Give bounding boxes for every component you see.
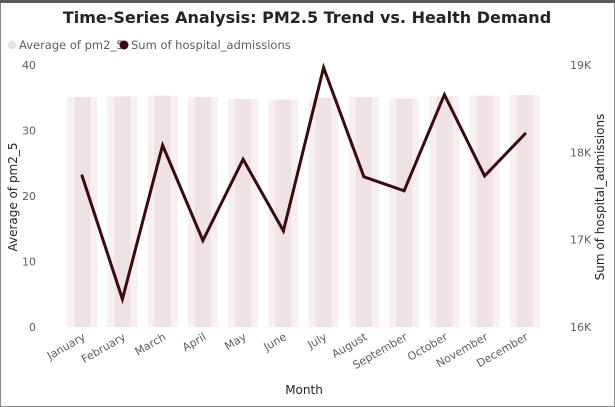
y-right-tick-label: 17K: [570, 234, 592, 247]
bar-core: [194, 97, 211, 327]
x-tick-label: May: [222, 330, 249, 353]
bar[interactable]: [308, 97, 339, 327]
line-series-admissions[interactable]: [80, 62, 527, 305]
bar[interactable]: [268, 99, 299, 327]
x-axis-title: Month: [285, 383, 323, 397]
x-tick-label: February: [79, 330, 128, 366]
legend-label-admissions: Sum of hospital_admissions: [131, 38, 291, 52]
legend-label-pm25: Average of pm2_5: [19, 38, 124, 52]
admissions-line[interactable]: [80, 62, 527, 305]
card-top-border: [0, 0, 615, 3]
line-point[interactable]: [322, 66, 326, 70]
line-point[interactable]: [241, 157, 245, 161]
y-right-tick-label: 18K: [570, 146, 592, 159]
line-point[interactable]: [483, 174, 487, 178]
bar-core: [396, 98, 413, 327]
line-point[interactable]: [442, 93, 446, 97]
bar-core: [275, 99, 292, 327]
bar[interactable]: [389, 98, 420, 327]
y-left-tick-label: 0: [29, 321, 36, 334]
line-point[interactable]: [80, 174, 84, 178]
bar-core: [315, 97, 332, 327]
bar[interactable]: [509, 95, 540, 327]
right-axis-ticks: 16K 17K 18K 19K: [570, 59, 592, 334]
y-left-tick-label: 40: [22, 59, 36, 72]
y-left-tick-label: 20: [22, 190, 36, 203]
legend-marker-pm25: [7, 40, 17, 50]
line-point[interactable]: [362, 175, 366, 179]
bar[interactable]: [429, 96, 460, 327]
bar[interactable]: [147, 95, 178, 327]
y-right-axis-title: Sum of hospital_admissions: [593, 114, 607, 281]
bar-series-pm25[interactable]: [67, 95, 540, 327]
legend-marker-admissions: [119, 40, 129, 50]
bar-core: [355, 97, 372, 327]
left-axis-ticks: 0 10 20 30 40: [22, 59, 36, 334]
bar-core: [74, 97, 91, 327]
line-point[interactable]: [402, 189, 406, 193]
line-point[interactable]: [523, 132, 527, 136]
bar-core: [436, 96, 453, 327]
x-tick-label: June: [261, 330, 289, 354]
bar[interactable]: [107, 96, 138, 327]
y-right-tick-label: 19K: [570, 59, 592, 72]
legend[interactable]: Average of pm2_5 Sum of hospital_admissi…: [7, 38, 291, 52]
bar[interactable]: [469, 95, 500, 327]
x-tick-label: March: [133, 330, 169, 358]
bar-core: [114, 96, 131, 327]
line-point[interactable]: [161, 143, 165, 147]
line-point[interactable]: [120, 297, 124, 301]
bar-core: [235, 99, 252, 327]
bar[interactable]: [348, 97, 379, 327]
chart-title: Time-Series Analysis: PM2.5 Trend vs. He…: [63, 8, 551, 27]
bar-core: [476, 95, 493, 327]
y-left-tick-label: 30: [22, 125, 36, 138]
bar[interactable]: [228, 99, 259, 327]
x-tick-label: July: [305, 330, 330, 352]
line-point[interactable]: [281, 229, 285, 233]
line-point[interactable]: [201, 239, 205, 243]
y-right-tick-label: 16K: [570, 321, 592, 334]
y-left-tick-label: 10: [22, 256, 36, 269]
bar[interactable]: [67, 97, 98, 327]
bar-core: [516, 95, 533, 327]
bar-core: [154, 95, 171, 327]
y-left-axis-title: Average of pm2_5: [6, 142, 20, 251]
x-tick-label: April: [180, 330, 208, 354]
bar[interactable]: [187, 97, 218, 327]
